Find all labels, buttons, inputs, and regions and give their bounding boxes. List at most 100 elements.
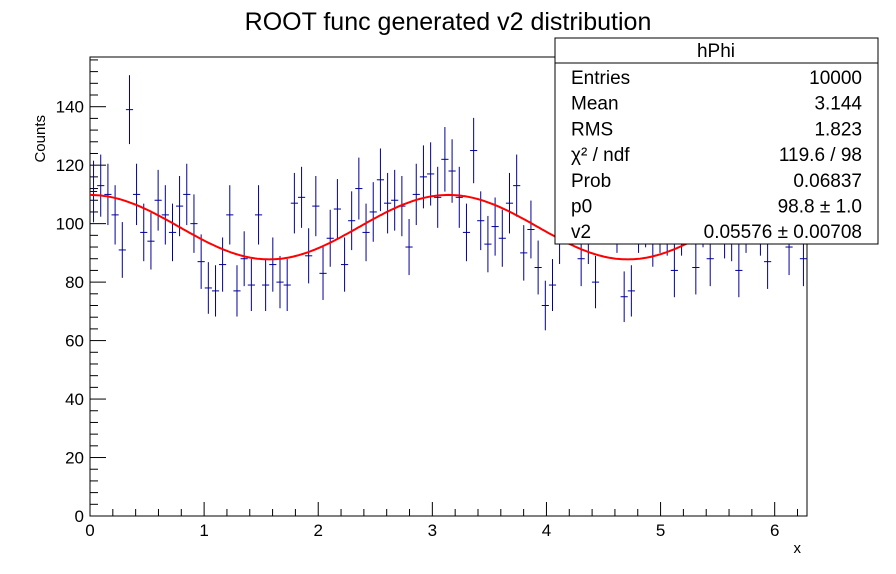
data-point: [477, 191, 485, 251]
data-point: [118, 222, 126, 278]
data-point: [534, 240, 542, 295]
data-point: [276, 255, 284, 309]
stats-row-value: 1.823: [814, 119, 862, 140]
x-tick-label: 3: [428, 521, 437, 540]
data-point: [104, 163, 112, 226]
stats-row: RMS 1.823: [571, 119, 862, 140]
data-point: [448, 139, 456, 203]
data-point: [369, 182, 377, 242]
y-tick-label: 0: [75, 507, 84, 526]
data-point: [333, 179, 341, 239]
data-point: [427, 142, 435, 206]
data-point: [168, 203, 177, 262]
y-tick-label: 80: [65, 273, 84, 292]
data-point: [735, 243, 743, 298]
stats-row-label: Mean: [571, 94, 619, 115]
data-point: [548, 259, 557, 312]
data-point: [211, 265, 220, 317]
data-point: [541, 280, 549, 331]
stats-row-value: 10000: [809, 68, 862, 89]
data-point: [355, 157, 363, 220]
stats-row: v2 0.05576 ± 0.00708: [571, 222, 862, 243]
data-point: [470, 117, 478, 184]
y-tick-label: 140: [56, 98, 84, 117]
x-tick-label: 2: [313, 521, 322, 540]
data-point: [513, 154, 521, 217]
data-point: [226, 185, 234, 245]
data-point: [692, 240, 700, 295]
stats-row: Mean 3.144: [571, 94, 862, 115]
chart-title: ROOT func generated v2 distribution: [245, 8, 652, 36]
stats-row-label: v2: [571, 222, 591, 243]
y-axis: 0 20 40 60 80 100 120 140: [56, 59, 106, 526]
data-point: [140, 203, 148, 262]
data-point: [341, 237, 349, 292]
x-tick-label: 1: [199, 521, 208, 540]
data-point: [97, 154, 105, 217]
data-point: [384, 172, 392, 234]
data-point: [319, 246, 327, 300]
stats-row-label: RMS: [571, 119, 613, 140]
data-point: [197, 234, 205, 289]
data-point: [125, 75, 134, 145]
data-point: [362, 203, 370, 262]
stats-box-title: hPhi: [697, 41, 735, 62]
data-point: [147, 212, 155, 270]
x-axis: 0 1 2 3 4 5 6: [85, 502, 799, 540]
data-point: [190, 194, 198, 253]
stats-box-frame: [554, 37, 879, 245]
x-axis-label: x: [794, 540, 802, 557]
data-point: [484, 215, 492, 273]
stats-row-value: 119.6 / 98: [779, 145, 862, 166]
data-point: [297, 166, 306, 228]
data-point: [620, 271, 628, 323]
data-point: [462, 203, 471, 262]
data-point: [670, 243, 678, 298]
data-point: [154, 169, 162, 231]
data-point: [254, 185, 263, 245]
data-point: [183, 163, 191, 226]
data-point: [441, 127, 449, 192]
x-tick-label: 5: [656, 521, 665, 540]
stats-row-value: 98.8 ± 1.0: [778, 197, 862, 218]
data-point: [290, 172, 298, 234]
data-point: [491, 197, 499, 256]
stats-row: χ² / ndf 119.6 / 98: [571, 145, 862, 166]
data-point: [412, 163, 420, 226]
data-point: [348, 191, 356, 251]
stats-row-label: χ² / ndf: [571, 145, 630, 166]
data-point: [434, 166, 442, 228]
y-tick-label: 20: [65, 449, 84, 468]
data-point: [262, 259, 270, 312]
data-point: [627, 265, 635, 317]
x-tick-label: 4: [542, 521, 551, 540]
data-point: [520, 225, 528, 281]
stats-rows: Entries 10000 Mean 3.144 RMS 1.823 χ² / ndf 119…: [571, 68, 862, 243]
data-point: [527, 200, 535, 259]
data-point: [498, 209, 506, 267]
y-tick-label: 60: [65, 332, 84, 351]
data-point: [505, 172, 514, 234]
data-point: [391, 169, 399, 231]
data-point: [240, 231, 248, 287]
data-point: [376, 148, 385, 212]
stats-row: Prob 0.06837: [571, 171, 862, 192]
data-point: [161, 185, 169, 245]
stats-row: p0 98.8 ± 1.0: [571, 197, 862, 218]
data-point: [312, 176, 320, 237]
data-point: [326, 209, 334, 267]
data-point: [247, 259, 255, 312]
stats-row: Entries 10000: [571, 68, 862, 89]
x-tick-label: 0: [85, 521, 94, 540]
stats-row-value: 0.06837: [793, 171, 862, 192]
stats-box: hPhi Entries 10000 Mean 3.144 RMS 1.823 χ² / n…: [554, 37, 879, 245]
stats-row-label: p0: [571, 197, 592, 218]
data-point: [591, 255, 600, 309]
y-tick-label: 120: [56, 156, 84, 175]
y-tick-label: 100: [56, 215, 84, 234]
data-point: [405, 218, 413, 276]
y-axis-label: Counts: [32, 115, 49, 163]
y-tick-label: 40: [65, 390, 84, 409]
stats-row-label: Prob: [571, 171, 611, 192]
